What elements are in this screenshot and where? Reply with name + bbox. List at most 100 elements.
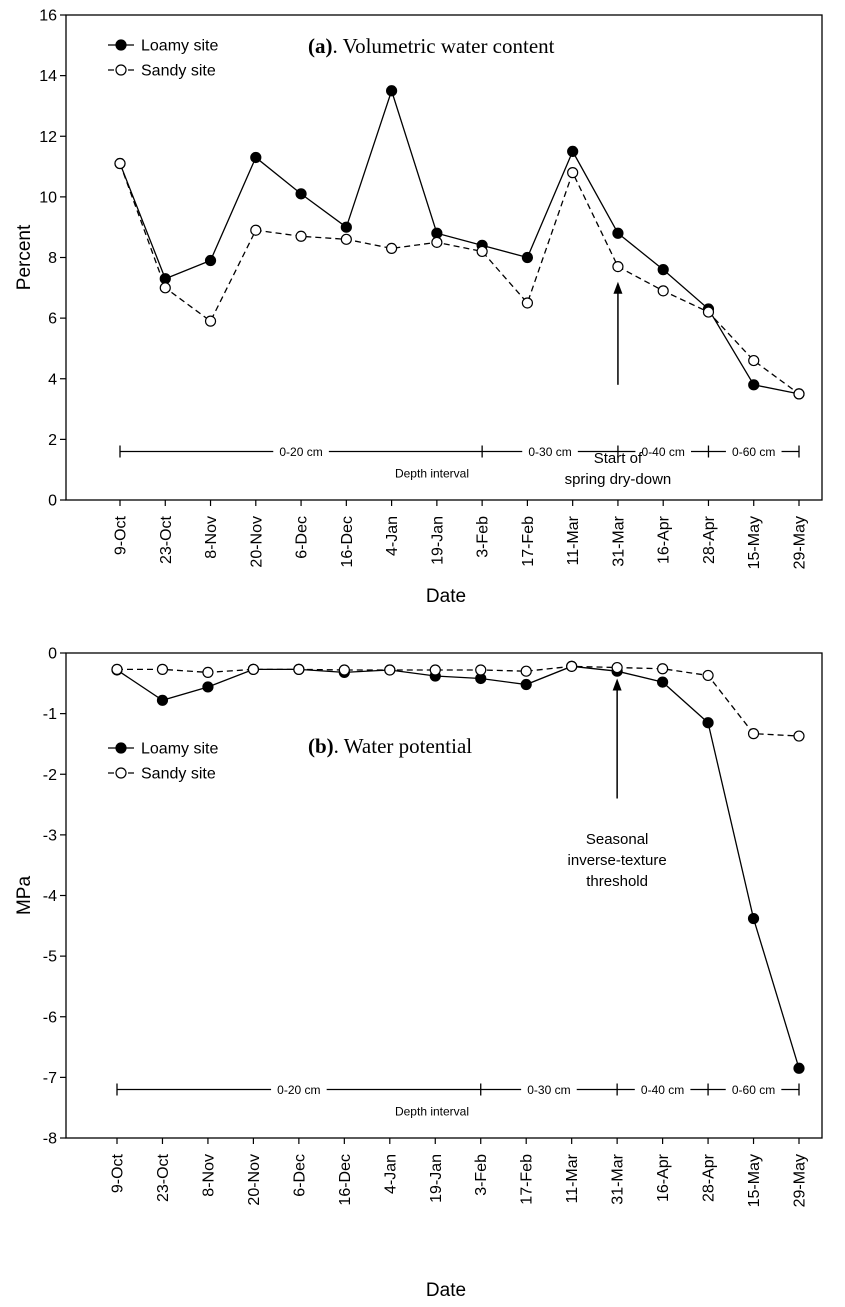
series-sandy: [111, 660, 805, 742]
data-point: [612, 260, 624, 273]
x-tick-label: 15-May: [746, 516, 763, 569]
data-point: [250, 151, 262, 164]
x-tick-label: 19-Jan: [429, 516, 446, 565]
data-point: [747, 912, 760, 925]
legend-marker: [115, 39, 127, 51]
legend-marker: [115, 767, 127, 779]
y-tick-label: 4: [48, 371, 57, 388]
x-tick-label: 8-Nov: [203, 516, 220, 559]
data-point: [204, 315, 217, 327]
x-tick-label: 20-Nov: [246, 1154, 263, 1206]
x-tick-label: 16-Apr: [656, 515, 673, 564]
x-tick-label: 9-Oct: [113, 515, 130, 555]
x-tick-label: 11-Mar: [565, 515, 582, 565]
data-point: [293, 663, 305, 675]
annotation-arrowhead: [612, 678, 622, 691]
x-tick-label: 31-Mar: [610, 1153, 627, 1204]
x-tick-label: 3-Feb: [473, 1154, 490, 1196]
data-point: [748, 354, 760, 367]
series-loamy: [114, 85, 805, 400]
data-point: [156, 663, 169, 675]
data-point: [204, 254, 217, 267]
legend-label: Sandy site: [141, 63, 216, 80]
y-tick-label: 10: [39, 189, 57, 206]
data-point: [429, 664, 441, 676]
x-tick-label: 17-Feb: [519, 1154, 536, 1205]
series-line: [117, 665, 800, 737]
chart-title-prefix: (a): [308, 34, 333, 58]
chart-b: 0 -1 -2 -3 -4 -5 -6 -7 -8 9-Oct 23-Oct 8-Nov 20-Nov 6…: [14, 646, 823, 1301]
depth-segment-label: 0-20 cm: [279, 445, 322, 459]
series-sandy: [114, 157, 805, 400]
data-point: [521, 251, 534, 264]
data-point: [611, 661, 623, 674]
x-tick-label: 16-Dec: [339, 516, 356, 568]
x-tick-label: 20-Nov: [248, 516, 265, 568]
x-tick-label: 8-Nov: [200, 1154, 217, 1197]
y-axis-label: Percent: [14, 224, 35, 290]
series-line: [116, 665, 800, 1069]
legend-marker: [115, 742, 127, 754]
y-tick-label: 14: [39, 68, 57, 85]
data-point: [159, 282, 171, 294]
x-tick-label: 3-Feb: [475, 516, 492, 558]
series-line: [119, 88, 800, 395]
data-point: [476, 245, 488, 258]
data-point: [340, 221, 352, 233]
annotation-line: inverse-texture: [568, 852, 667, 869]
annotation-arrowhead: [613, 281, 623, 294]
chart-title: (a). Volumetric water content: [308, 34, 555, 58]
data-point: [612, 227, 624, 239]
data-point: [567, 167, 579, 179]
annotation-line: spring dry-down: [565, 471, 672, 488]
data-point: [566, 660, 578, 672]
annotation-line: threshold: [586, 873, 648, 890]
y-tick-label: 0: [48, 646, 57, 663]
depth-interval-label: Depth interval: [395, 1105, 469, 1119]
legend-marker: [115, 64, 127, 76]
data-point: [656, 676, 669, 688]
data-point: [520, 665, 532, 677]
annotation-line: Start of: [594, 450, 643, 467]
data-point: [111, 663, 123, 675]
x-tick-label: 4-Jan: [384, 516, 401, 556]
y-tick-label: 16: [39, 8, 57, 25]
chart-title: (b). Water potential: [308, 734, 472, 758]
x-tick-label: 17-Feb: [520, 516, 537, 567]
y-tick-label: -1: [43, 706, 57, 723]
data-point: [747, 728, 760, 740]
annotation-text: Seasonal inverse-texture threshold: [568, 831, 667, 890]
x-tick-label: 6-Dec: [294, 516, 311, 559]
depth-segment-label: 0-30 cm: [527, 1083, 570, 1097]
legend: Loamy site Sandy site: [108, 741, 218, 783]
data-point: [567, 145, 579, 158]
data-point: [702, 669, 714, 682]
x-tick-label: 4-Jan: [382, 1154, 399, 1194]
depth-interval-label: Depth interval: [395, 467, 469, 481]
legend-label: Sandy site: [141, 766, 216, 783]
depth-segment-label: 0-40 cm: [641, 1083, 684, 1097]
data-point: [386, 85, 398, 97]
x-tick-label: 23-Oct: [155, 1153, 172, 1202]
x-tick-label: 15-May: [746, 1154, 763, 1207]
data-point: [656, 663, 669, 675]
data-point: [702, 306, 715, 318]
y-tick-label: -3: [43, 827, 57, 844]
legend: Loamy site Sandy site: [108, 38, 218, 80]
x-tick-label: 28-Apr: [701, 1153, 718, 1202]
chart-title-text: . Water potential: [334, 734, 473, 758]
depth-interval-axis: 0-20 cm 0-30 cm 0-40 cm 0-60 cm Depth interv…: [116, 1083, 800, 1119]
annotation-line: Seasonal: [586, 831, 649, 848]
x-axis-label: Date: [426, 586, 466, 607]
y-tick-label: 8: [48, 250, 57, 267]
chart-a: 0 2 4 6 8 10 12 14 16 9-Oct 23-Oct 8-Nov 20-Nov 6-Dec…: [14, 8, 823, 607]
depth-segment-label: 0-40 cm: [642, 445, 685, 459]
data-point: [202, 681, 214, 693]
data-point: [657, 285, 669, 297]
y-tick-label: -4: [43, 888, 57, 905]
data-point: [295, 188, 307, 200]
y-tick-label: 12: [39, 129, 57, 146]
y-tick-label: 2: [48, 432, 57, 449]
data-point: [702, 717, 714, 729]
